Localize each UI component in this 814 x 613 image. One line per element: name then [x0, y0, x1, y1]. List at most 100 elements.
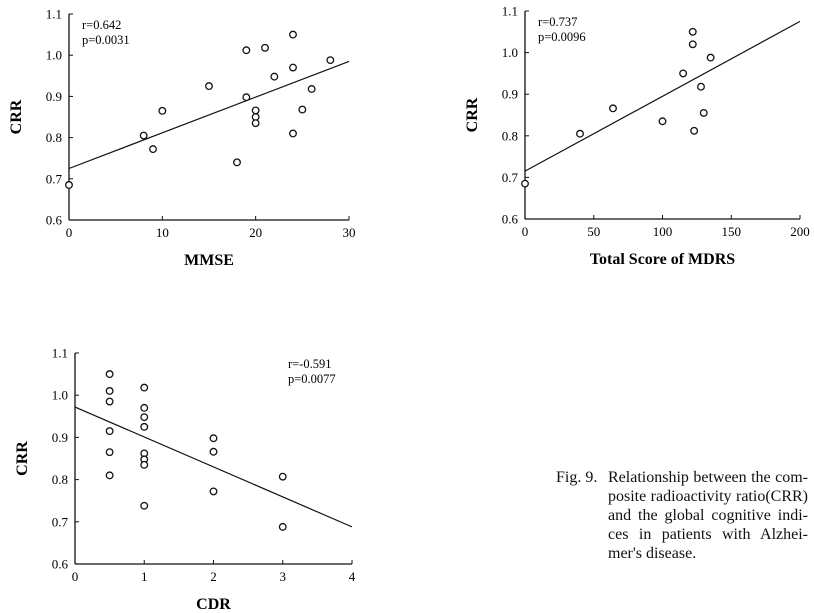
stat-annotation: p=0.0096 — [538, 30, 586, 44]
data-point — [209, 434, 218, 443]
x-axis-label: Total Score of MDRS — [590, 251, 735, 268]
stat-annotation: r=0.642 — [82, 18, 121, 32]
data-point — [521, 179, 529, 188]
y-tick-label: 0.6 — [502, 212, 519, 227]
x-tick-label: 3 — [280, 569, 287, 584]
data-point — [105, 397, 114, 406]
data-point — [697, 82, 705, 91]
data-point — [706, 53, 715, 62]
regression-line — [68, 60, 350, 170]
regression-line — [524, 20, 801, 172]
data-point — [105, 471, 114, 480]
data-point — [690, 126, 699, 135]
data-point — [699, 108, 708, 117]
x-tick-label: 150 — [722, 224, 742, 239]
data-point — [140, 422, 149, 431]
y-tick-label: 0.9 — [52, 430, 68, 445]
y-tick-label: 0.9 — [46, 89, 62, 104]
stat-annotation: r=-0.591 — [288, 357, 332, 371]
data-point — [205, 82, 213, 91]
data-point — [688, 40, 697, 49]
data-point — [140, 460, 149, 469]
data-point — [688, 27, 697, 36]
stat-annotation: p=0.0031 — [82, 33, 130, 47]
data-point — [233, 158, 241, 167]
y-tick-label: 1.0 — [52, 388, 68, 403]
stat-annotation: r=0.737 — [538, 15, 577, 29]
y-tick-label: 1.1 — [502, 4, 518, 19]
data-point — [209, 487, 218, 496]
data-point — [105, 387, 114, 395]
data-point — [576, 129, 584, 138]
data-point — [140, 413, 149, 422]
data-point — [251, 119, 260, 128]
data-point — [679, 69, 688, 78]
x-tick-label: 1 — [141, 569, 148, 584]
data-point — [270, 72, 279, 81]
data-point — [140, 383, 149, 392]
data-point — [242, 46, 251, 55]
data-point — [278, 522, 287, 531]
y-axis-label: CRR — [8, 99, 25, 134]
data-point — [105, 370, 114, 379]
data-point — [105, 427, 114, 436]
x-tick-label: 50 — [587, 224, 600, 239]
chart-cdr: 0.6 0.7 0.8 0.9 1.0 1.1 0 1 2 3 4 CDR CRR r=-0.591p=0… — [14, 346, 356, 613]
y-tick-label: 1.1 — [46, 7, 62, 22]
data-point — [326, 56, 335, 65]
y-axis-label: CRR — [464, 97, 481, 132]
data-point — [140, 501, 149, 510]
y-tick-label: 0.7 — [52, 514, 69, 529]
data-point — [251, 106, 260, 115]
x-tick-label: 0 — [522, 224, 529, 239]
stat-annotation: p=0.0077 — [288, 372, 336, 386]
y-tick-label: 0.7 — [46, 171, 63, 186]
y-tick-label: 0.7 — [502, 170, 519, 185]
x-tick-label: 4 — [349, 569, 356, 584]
data-point — [105, 448, 114, 457]
y-tick-label: 0.8 — [502, 128, 518, 143]
y-tick-label: 0.9 — [502, 87, 518, 102]
regression-line — [74, 406, 353, 528]
y-tick-label: 1.0 — [46, 48, 62, 63]
data-point — [209, 447, 218, 456]
data-point — [278, 472, 287, 481]
y-tick-label: 1.1 — [52, 346, 68, 361]
chart-mdrs: 0.6 0.7 0.8 0.9 1.0 1.1 0 50 100 150 200 Total Scor… — [464, 4, 810, 269]
data-point — [139, 131, 148, 140]
x-tick-label: 0 — [72, 569, 79, 584]
data-point — [261, 43, 269, 52]
y-tick-label: 0.6 — [46, 213, 63, 228]
caption-text: Relationship between the com­posite radi… — [608, 469, 808, 562]
data-point — [289, 30, 297, 39]
y-tick-label: 0.8 — [46, 130, 62, 145]
chart-mmse: 0.6 0.7 0.8 0.9 1.0 1.1 0 10 20 30 MMSE CRR r=0.642p… — [8, 7, 356, 270]
x-tick-label: 200 — [790, 224, 810, 239]
data-point — [289, 63, 297, 72]
data-point — [65, 181, 73, 189]
data-point — [140, 403, 149, 412]
x-axis-label: CDR — [196, 596, 231, 613]
y-tick-label: 1.0 — [502, 45, 518, 60]
data-point — [307, 85, 316, 93]
x-tick-label: 0 — [66, 225, 73, 240]
data-point — [149, 145, 157, 154]
data-point — [658, 117, 667, 126]
x-axis-label: MMSE — [184, 252, 234, 269]
data-point — [298, 105, 307, 114]
data-point — [609, 104, 617, 113]
data-point — [158, 106, 167, 115]
x-tick-label: 10 — [156, 225, 169, 240]
x-tick-label: 100 — [653, 224, 673, 239]
figure-caption: Fig. 9. Relationship between the com­pos… — [556, 468, 808, 563]
data-point — [289, 129, 297, 138]
y-axis-label: CRR — [14, 441, 31, 476]
figure-number: Fig. 9. — [556, 469, 598, 486]
x-tick-label: 20 — [249, 225, 262, 240]
x-tick-label: 30 — [343, 225, 356, 240]
y-tick-label: 0.6 — [52, 557, 69, 572]
x-tick-label: 2 — [210, 569, 217, 584]
y-tick-label: 0.8 — [52, 472, 68, 487]
data-point — [242, 93, 251, 102]
